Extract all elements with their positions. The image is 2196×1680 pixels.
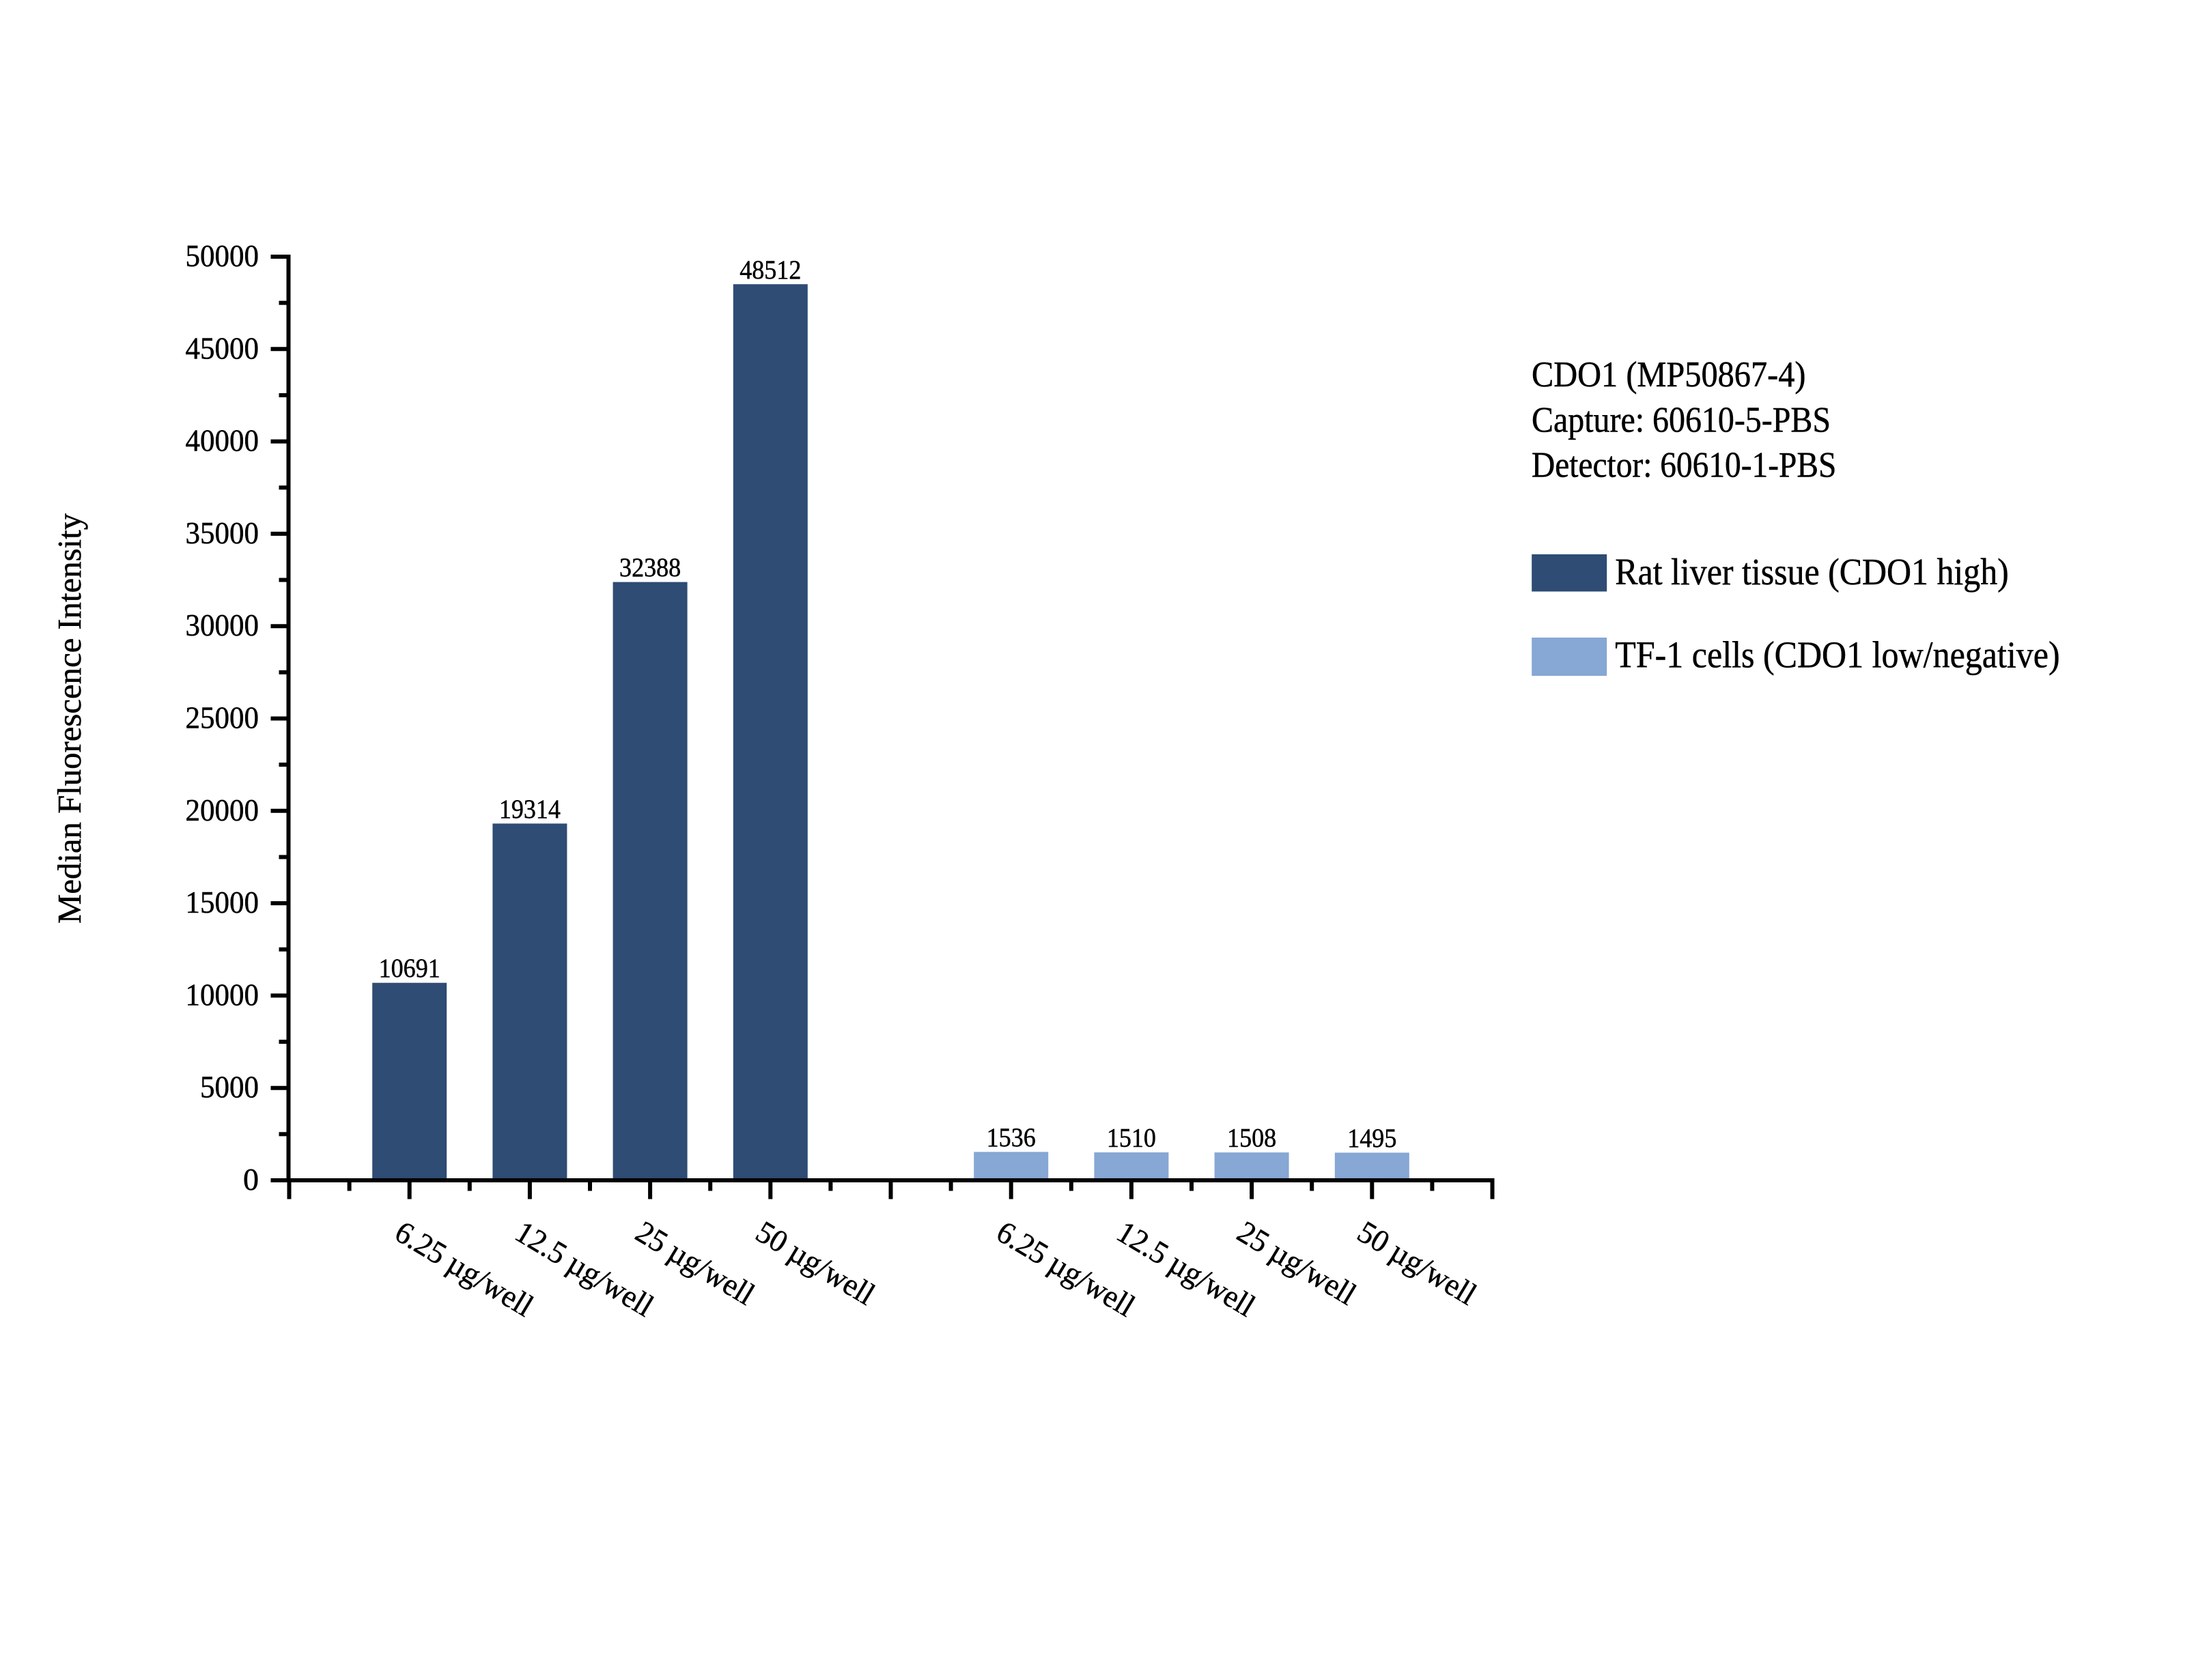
- svg-text:20000: 20000: [186, 793, 259, 827]
- svg-text:10691: 10691: [379, 954, 440, 983]
- svg-text:48512: 48512: [740, 255, 801, 285]
- svg-text:45000: 45000: [186, 330, 259, 365]
- svg-text:32388: 32388: [619, 553, 681, 582]
- svg-text:15000: 15000: [186, 885, 259, 920]
- svg-text:19314: 19314: [499, 795, 561, 824]
- svg-text:1495: 1495: [1347, 1124, 1396, 1153]
- svg-text:Capture: 60610-5-PBS: Capture: 60610-5-PBS: [1532, 400, 1831, 440]
- svg-text:0: 0: [243, 1162, 259, 1197]
- svg-text:50000: 50000: [186, 238, 259, 273]
- svg-text:1536: 1536: [987, 1123, 1036, 1152]
- svg-text:35000: 35000: [186, 515, 259, 550]
- svg-text:30000: 30000: [186, 608, 259, 642]
- svg-text:5000: 5000: [200, 1070, 259, 1105]
- svg-text:1508: 1508: [1227, 1124, 1276, 1153]
- svg-text:40000: 40000: [186, 423, 259, 458]
- svg-text:Median Fluorescence Intensity: Median Fluorescence Intensity: [51, 513, 88, 924]
- svg-text:TF-1 cells (CDO1 low/negative): TF-1 cells (CDO1 low/negative): [1615, 633, 2059, 675]
- svg-text:Rat liver tissue (CDO1 high): Rat liver tissue (CDO1 high): [1615, 551, 2009, 593]
- svg-text:25000: 25000: [186, 700, 259, 735]
- svg-text:1510: 1510: [1107, 1124, 1156, 1153]
- svg-text:10000: 10000: [186, 977, 259, 1012]
- svg-text:CDO1 (MP50867-4): CDO1 (MP50867-4): [1532, 355, 1806, 395]
- svg-text:Detector: 60610-1-PBS: Detector: 60610-1-PBS: [1532, 446, 1836, 485]
